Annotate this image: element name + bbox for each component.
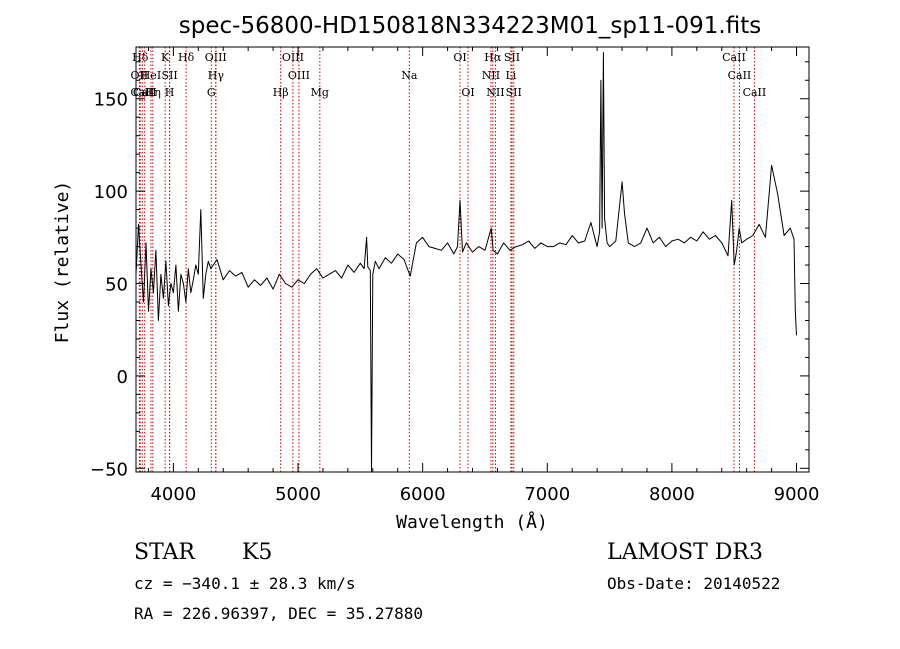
spectral-line-label-15: Hβ: [273, 86, 289, 99]
spectral-line-label-13: OIII: [282, 51, 304, 64]
chart-title: spec-56800-HD150818N334223M01_sp11-091.f…: [179, 13, 761, 39]
spectrum-line-0: [135, 52, 797, 473]
sky-coordinates: RA = 226.96397, DEC = 35.27880: [134, 604, 423, 623]
y-tick-label-0: −50: [90, 459, 128, 480]
y-tick-label-1: 0: [117, 367, 128, 388]
spectral-line-label-24: Li: [505, 69, 516, 82]
spectral-line-label-27: CaII: [728, 69, 752, 82]
spectral-line-label-18: OI: [453, 51, 466, 64]
spectral-line-label-19: OI: [461, 86, 474, 99]
spectral-line-label-2: OII: [131, 69, 149, 82]
x-tick-label-3: 7000: [524, 484, 570, 505]
spectral-line-label-17: Na: [401, 69, 418, 82]
y-tick-label-3: 100: [94, 182, 128, 203]
spectral-line-label-21: NII: [482, 69, 500, 82]
survey-name: LAMOST DR3: [607, 540, 763, 565]
spectral-line-label-8: H: [165, 86, 175, 99]
x-axis-label: Wavelength (Å): [396, 511, 548, 533]
spectral-line-label-6: K: [161, 51, 170, 64]
spectral-line-label-14: OIII: [288, 69, 310, 82]
spectral-line-label-26: CaII: [722, 51, 746, 64]
spectral-line-label-5: HeI: [141, 69, 161, 82]
spectrum-series: [135, 52, 797, 473]
x-tick-label-5: 9000: [774, 484, 820, 505]
x-tick-label-1: 5000: [275, 484, 321, 505]
spectral-line-label-4: Hη: [145, 86, 161, 99]
spectral-line-label-22: NII: [486, 86, 504, 99]
spectral-line-label-9: Hδ: [178, 51, 195, 64]
x-tick-label-0: 4000: [150, 484, 196, 505]
x-axis: 4000 5000 6000 7000 8000 9000: [147, 47, 820, 505]
x-tick-label-2: 6000: [400, 484, 446, 505]
plot-frame: [135, 46, 810, 473]
redshift-velocity: cz = −340.1 ± 28.3 km/s: [134, 574, 356, 593]
y-axis-label: Flux (relative): [52, 181, 73, 344]
y-axis: −50 0 50 100 150: [90, 61, 809, 480]
object-subclass: K5: [242, 540, 273, 565]
spectral-line-label-25: SII: [506, 86, 522, 99]
y-tick-label-2: 50: [105, 275, 128, 296]
spectral-line-label-23: SII: [504, 51, 520, 64]
y-tick-label-4: 150: [94, 90, 128, 111]
spectral-line-label-12: G: [207, 86, 216, 99]
x-tick-label-4: 8000: [649, 484, 695, 505]
spectral-line-label-28: CaII: [743, 86, 767, 99]
spectral-line-label-16: Mg: [311, 86, 329, 99]
object-class: STAR: [134, 540, 195, 565]
spectral-line-label-0: Hδ: [132, 51, 149, 64]
spectral-line-label-11: Hγ: [208, 69, 225, 82]
spectral-line-label-20: Hα: [484, 51, 502, 64]
observation-date: Obs-Date: 20140522: [607, 574, 781, 593]
